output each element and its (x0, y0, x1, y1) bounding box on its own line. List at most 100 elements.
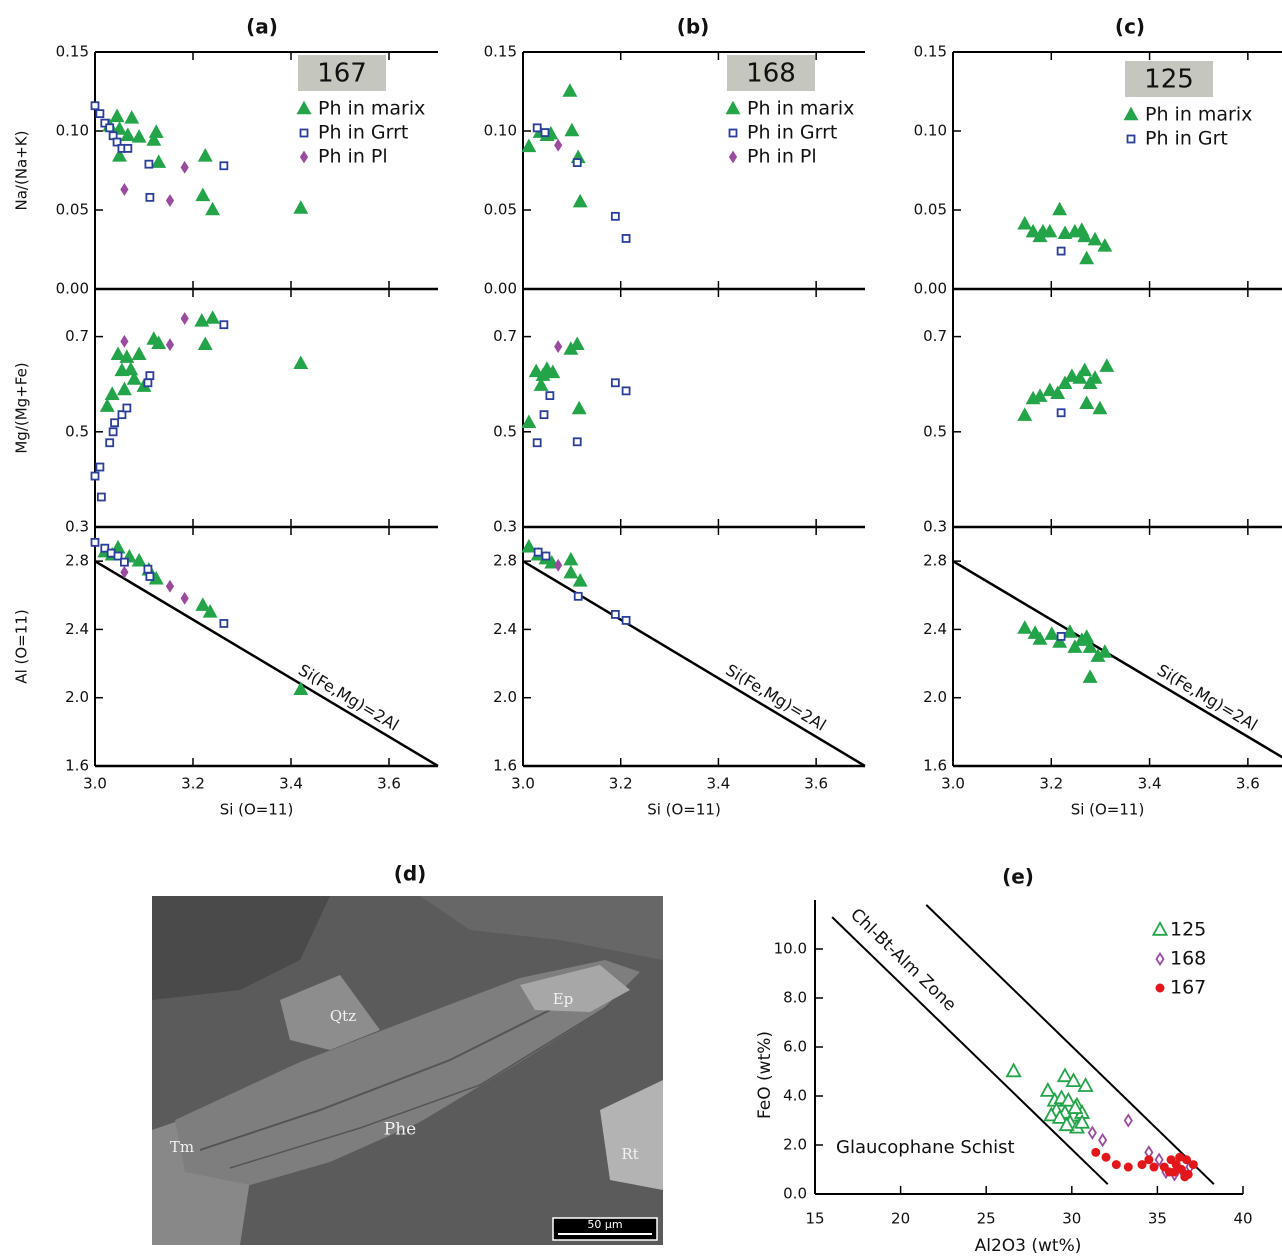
marker (1042, 382, 1058, 397)
marker (131, 552, 147, 567)
legend-title-box (1125, 61, 1213, 97)
x-tick-label: 15 (805, 1210, 824, 1228)
y-tick-label: 0.5 (923, 422, 947, 440)
marker (195, 597, 211, 611)
marker (1005, 1062, 1022, 1078)
marker (122, 403, 132, 413)
mineral-label: Tm (170, 1138, 194, 1156)
y-tick-label: 2.4 (493, 620, 517, 638)
panel-title: (d) (394, 862, 427, 886)
y-axis-label: Mg/(Mg+Fe) (13, 362, 31, 453)
reference-line (952, 560, 1282, 759)
marker (202, 604, 218, 618)
y-tick-label: 0.10 (914, 122, 947, 140)
marker (219, 619, 229, 628)
marker (1079, 629, 1095, 643)
marker (1032, 631, 1048, 645)
marker (143, 564, 153, 574)
legend-title-box (298, 55, 386, 91)
panel-title: (b) (677, 15, 710, 39)
marker (1188, 1160, 1198, 1170)
zone-line (831, 916, 1109, 1185)
marker (1072, 370, 1088, 384)
marker (1057, 225, 1073, 239)
marker (1025, 223, 1041, 238)
marker (545, 391, 555, 401)
marker (219, 161, 229, 171)
marker (110, 418, 119, 428)
marker (126, 371, 142, 385)
x-tick-label: 3.0 (83, 775, 107, 793)
x-tick-label: 3.2 (1039, 775, 1063, 793)
marker (610, 610, 620, 619)
legend-title-box (727, 55, 815, 91)
x-axis-label: Si (O=11) (1071, 801, 1145, 819)
marker (572, 573, 588, 587)
x-tick-label: 25 (977, 1210, 996, 1228)
marker (521, 138, 537, 153)
marker (1175, 1152, 1185, 1162)
y-axis-label: FeO (wt%) (755, 1031, 775, 1119)
marker (299, 150, 309, 164)
crack (199, 989, 591, 1151)
marker (728, 150, 738, 164)
x-tick-label: 35 (1148, 1210, 1167, 1228)
marker (1056, 632, 1066, 641)
marker (1043, 1106, 1060, 1122)
y-tick-label: 2.0 (783, 1136, 807, 1154)
legend-label: Ph in marix (1145, 104, 1252, 126)
marker (124, 110, 140, 124)
y-tick-label: 0.10 (484, 122, 517, 140)
x-tick-label: 3.4 (1138, 775, 1162, 793)
marker (1077, 362, 1093, 377)
marker (113, 551, 123, 561)
marker (145, 192, 155, 202)
reference-line (94, 560, 439, 768)
x-tick-label: 3.2 (609, 775, 633, 793)
y-tick-label: 0.0 (783, 1185, 807, 1203)
marker (1151, 920, 1169, 936)
marker (120, 565, 129, 579)
legend-label: 168 (1170, 948, 1206, 970)
marker (1092, 400, 1108, 415)
marker (1123, 1162, 1133, 1172)
marker (528, 363, 544, 378)
x-tick-label: 3.6 (804, 775, 828, 793)
marker (1123, 106, 1139, 121)
marker (1126, 134, 1136, 144)
x-tick-label: 20 (891, 1210, 910, 1228)
y-tick-label: 0.15 (56, 43, 89, 61)
marker (296, 100, 312, 115)
marker (1017, 407, 1033, 421)
marker (621, 386, 631, 396)
marker (1149, 1162, 1159, 1172)
marker (99, 398, 115, 412)
marker (106, 548, 116, 558)
y-tick-label: 6.0 (783, 1038, 807, 1056)
x-tick-label: 3.6 (377, 775, 401, 793)
marker (1144, 1155, 1154, 1165)
x-tick-label: 3.0 (941, 775, 965, 793)
legend-title: 167 (317, 59, 367, 89)
legend-label: Ph in Grrt (747, 122, 837, 144)
x-tick-label: 3.4 (279, 775, 303, 793)
marker (1155, 983, 1165, 993)
marker (195, 187, 211, 202)
marker (1073, 1113, 1091, 1129)
marker (1062, 624, 1078, 638)
marker (112, 137, 122, 147)
crack (229, 1004, 611, 1169)
marker (1091, 1147, 1101, 1157)
marker (1097, 644, 1113, 658)
y-tick-label: 2.0 (923, 688, 947, 706)
marker (100, 118, 110, 128)
marker (572, 437, 582, 447)
epidote-grain (520, 965, 630, 1012)
y-tick-label: 2.0 (493, 688, 517, 706)
marker (112, 148, 127, 162)
marker (145, 371, 155, 381)
marker (165, 194, 175, 207)
marker (1039, 1082, 1056, 1097)
marker (1099, 358, 1115, 372)
legend-label: Ph in marix (747, 98, 854, 120)
